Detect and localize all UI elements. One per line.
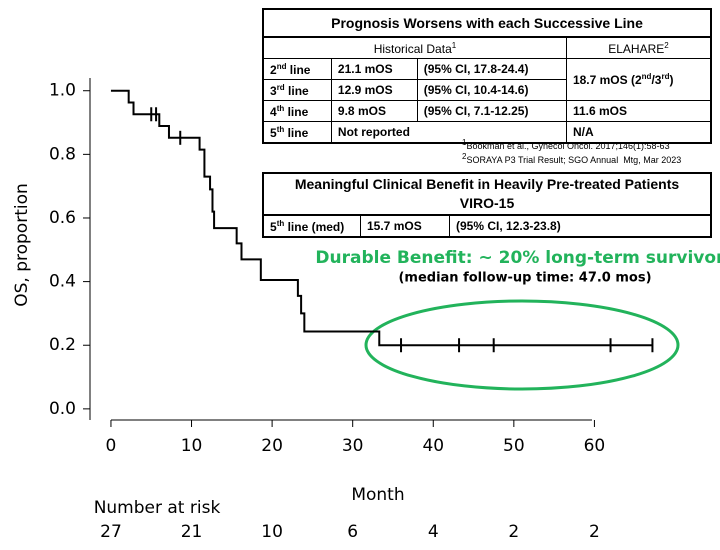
cell: (95% CI, 10.4-14.6) [416, 79, 567, 101]
header: Historical Data1 [262, 36, 567, 59]
cell: 3rd line [262, 79, 332, 101]
benefit-table: Meaningful Clinical Benefit in Heavily P… [262, 172, 712, 238]
table-title: Prognosis Worsens with each Successive L… [262, 8, 712, 38]
note: 1 [462, 138, 467, 147]
risk-count: 21 [181, 522, 203, 542]
title: Meaningful Clinical Benefit in Heavily P… [294, 176, 680, 192]
prognosis-table: Prognosis Worsens with each Successive L… [262, 8, 712, 144]
note: 1 [451, 40, 457, 50]
cell: N/A [565, 121, 712, 144]
cell: 5th line [262, 121, 332, 144]
y-tick-label: 0.2 [49, 335, 76, 355]
x-tick-label: 20 [261, 436, 283, 456]
risk-count: 10 [261, 522, 283, 542]
risk-count: 2 [589, 522, 600, 542]
highlight-ellipse [364, 299, 680, 391]
y-tick-label: 0.8 [49, 144, 76, 164]
risk-title: Number at risk [94, 498, 221, 518]
cell: Not reported [330, 121, 567, 144]
x-tick-label: 30 [342, 436, 364, 456]
y-axis-label: OS, proportion [12, 183, 32, 307]
table-title: Meaningful Clinical Benefit in Heavily P… [262, 172, 712, 216]
x-tick-label: 50 [503, 436, 525, 456]
footnote: 2SORAYA P3 Trial Result; SGO Annual Mtg,… [462, 152, 681, 165]
header: ELAHARE2 [565, 36, 712, 59]
risk-count: 4 [428, 522, 439, 542]
x-tick-label: 60 [584, 436, 606, 456]
cell: 21.1 mOS [330, 58, 418, 80]
x-tick-label: 0 [106, 436, 117, 456]
x-axis-label: Month [351, 485, 404, 505]
footnote-text: Bookman et al., Gynecol Oncol. 2017;146(… [466, 141, 670, 151]
cell: (95% CI, 12.3-23.8) [449, 214, 712, 238]
header-text: ELAHARE [608, 41, 665, 56]
cell: 4th line [262, 100, 332, 122]
x-tick-label: 10 [181, 436, 203, 456]
y-tick-label: 0.6 [49, 208, 76, 228]
cell: (95% CI, 7.1-12.25) [416, 100, 567, 122]
cell: 12.9 mOS [330, 79, 418, 101]
subtext: (median follow-up time: 47.0 mos) [398, 271, 651, 286]
subtitle: VIRO-15 [459, 195, 515, 211]
x-tick-label: 40 [422, 436, 444, 456]
note: 2 [664, 40, 669, 50]
footnote: 1Bookman et al., Gynecol Oncol. 2017;146… [462, 138, 670, 151]
note: 2 [462, 152, 467, 161]
cell: 5th line (med) [262, 214, 361, 238]
risk-count: 27 [100, 522, 122, 542]
survival-curve [110, 89, 653, 347]
headline: Durable Benefit: ~ 20% long-term survivo… [315, 248, 720, 268]
footnote-text: SORAYA P3 Trial Result; SGO Annual Mtg, … [466, 155, 682, 165]
y-tick-label: 0.4 [49, 272, 76, 292]
y-tick-label: 0.0 [49, 399, 76, 419]
cell: 9.8 mOS [330, 100, 418, 122]
cell: 11.6 mOS [565, 100, 712, 122]
y-tick-label: 1.0 [49, 81, 76, 101]
risk-count: 2 [508, 522, 519, 542]
cell: (95% CI, 17.8-24.4) [416, 58, 567, 80]
cell: 15.7 mOS [360, 214, 450, 238]
risk-count: 6 [347, 522, 358, 542]
header-text: Historical Data [373, 41, 452, 56]
cell: 18.7 mOS (2nd/3rd) [565, 58, 712, 101]
cell: 2nd line [262, 58, 332, 80]
